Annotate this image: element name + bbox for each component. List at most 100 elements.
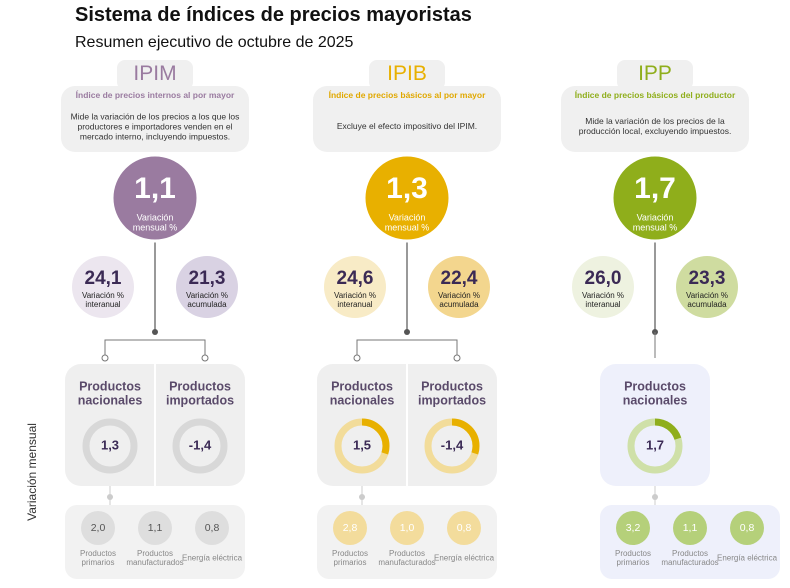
connector-dot (353, 354, 361, 362)
connector-dot (107, 494, 113, 500)
component-label: Productos manufacturados (126, 548, 184, 567)
index-description: Excluye el efecto impositivo del IPIM. (336, 121, 478, 132)
product-label: Productos nacionales (622, 379, 688, 408)
product-ring-arc (424, 418, 480, 474)
component-circle (333, 511, 367, 545)
component-value: 1,1 (147, 521, 163, 534)
cumulative-circle (428, 256, 490, 318)
component-value: 2,0 (90, 521, 106, 534)
component-label: Energía eléctrica (716, 553, 778, 563)
component-label: Productos primarios (79, 548, 117, 567)
annual-label: Variación % interanual (333, 290, 377, 309)
connector-dot (404, 329, 410, 335)
product-value: -1,4 (188, 437, 212, 453)
monthly-label: Variación mensual % (384, 212, 430, 233)
monthly-value: 1,3 (386, 171, 428, 205)
component-value: 3,2 (625, 521, 641, 534)
product-label: Productos nacionales (77, 379, 143, 408)
index-name: IPIM (133, 61, 177, 85)
connector (104, 339, 206, 356)
connector-dot (652, 494, 658, 500)
name-tab (369, 60, 445, 90)
component-value: 0,8 (739, 521, 755, 534)
component-circle (81, 511, 115, 545)
description-box (61, 86, 249, 152)
component-circle (447, 511, 481, 545)
product-label: Productos importados (165, 379, 235, 408)
cumulative-circle (176, 256, 238, 318)
component-circle (390, 511, 424, 545)
product-value: 1,7 (645, 437, 665, 453)
annual-value: 24,1 (84, 268, 122, 290)
annual-value: 26,0 (584, 268, 622, 290)
component-circle (730, 511, 764, 545)
description-box (313, 86, 501, 152)
cumulative-circle (676, 256, 738, 318)
monthly-label: Variación mensual % (132, 212, 178, 233)
component-value: 0,8 (204, 521, 220, 534)
product-value: 1,3 (100, 437, 120, 453)
product-ring-arc (334, 418, 390, 474)
component-value: 1,0 (399, 521, 415, 534)
component-circle (138, 511, 172, 545)
product-value: 1,5 (352, 437, 372, 453)
component-label: Productos primarios (331, 548, 369, 567)
annual-label: Variación % interanual (81, 290, 125, 309)
component-label: Energía eléctrica (181, 553, 243, 563)
cumulative-value: 21,3 (188, 268, 226, 290)
annual-circle (324, 256, 386, 318)
product-ring (82, 418, 138, 474)
index-description: Mide la variación de los precios de la p… (578, 116, 732, 136)
index-name: IPP (638, 61, 672, 85)
title: Sistema de índices de precios mayoristas (75, 4, 472, 26)
cumulative-value: 23,3 (688, 268, 726, 290)
monthly-value: 1,7 (634, 171, 676, 205)
monthly-value: 1,1 (134, 171, 176, 205)
description-box (561, 86, 749, 152)
monthly-circle (110, 153, 200, 243)
component-value: 0,8 (456, 521, 472, 534)
monthly-label: Variación mensual % (632, 212, 678, 233)
monthly-circle (610, 153, 700, 243)
name-tab (617, 60, 693, 90)
name-tab (117, 60, 193, 90)
product-ring (172, 418, 228, 474)
connector-dot (101, 354, 109, 362)
monthly-circle (362, 153, 452, 243)
component-label: Productos manufacturados (378, 548, 436, 567)
component-circle (673, 511, 707, 545)
subtitle: Resumen ejecutivo de octubre de 2025 (75, 34, 354, 51)
annual-circle (572, 256, 634, 318)
side-label: Variación mensual (25, 423, 39, 521)
annual-label: Variación % interanual (581, 290, 625, 309)
component-label: Productos manufacturados (661, 548, 719, 567)
connector-dot (359, 494, 365, 500)
index-description: Mide la variación de los precios a los q… (70, 111, 240, 141)
component-label: Energía eléctrica (433, 553, 495, 563)
product-ring-arc (627, 418, 683, 474)
index-heading: Índice de precios básicos al por mayor (328, 90, 486, 101)
component-value: 1,1 (682, 521, 698, 534)
index-heading: Índice de precios internos al por mayor (75, 90, 235, 101)
component-label: Productos primarios (614, 548, 652, 567)
index-heading: Índice de precios básicos del productor (574, 90, 736, 101)
annual-value: 24,6 (336, 268, 374, 290)
component-value: 2,8 (342, 521, 358, 534)
cumulative-value: 22,4 (440, 268, 478, 290)
index-name: IPIB (387, 61, 427, 85)
cumulative-label: Variación % acumulada (685, 290, 729, 309)
component-circle (616, 511, 650, 545)
connector-dot (152, 329, 158, 335)
connector-dot (453, 354, 461, 362)
component-circle (195, 511, 229, 545)
product-label: Productos importados (417, 379, 487, 408)
annual-circle (72, 256, 134, 318)
product-label: Productos nacionales (329, 379, 395, 408)
product-value: -1,4 (440, 437, 464, 453)
connector (356, 339, 458, 356)
cumulative-label: Variación % acumulada (437, 290, 481, 309)
cumulative-label: Variación % acumulada (185, 290, 229, 309)
connector-dot (201, 354, 209, 362)
